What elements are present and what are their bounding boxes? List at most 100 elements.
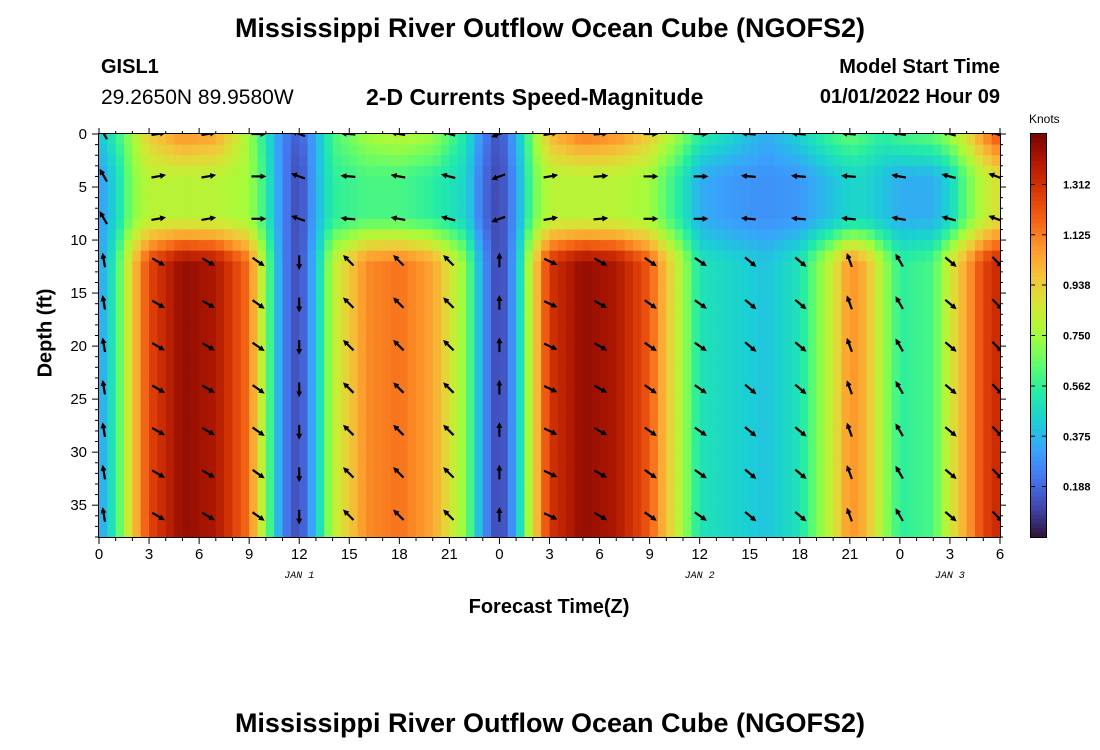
heatmap-cell [916, 441, 926, 453]
heatmap-cell [357, 155, 367, 167]
heatmap-cell [541, 526, 551, 537]
heatmap-cell [966, 240, 976, 252]
heatmap-cell [716, 176, 726, 188]
heatmap-cell [799, 494, 809, 506]
heatmap-cell [199, 314, 209, 326]
heatmap-cell [758, 314, 767, 326]
heatmap-cell [474, 441, 484, 453]
heatmap-cell [307, 155, 317, 167]
heatmap-cell [365, 155, 375, 167]
heatmap-cell [549, 483, 559, 496]
heatmap-cell [833, 176, 843, 188]
heatmap-cell [382, 462, 392, 474]
heatmap-cell [566, 494, 576, 506]
heatmap-cell [524, 314, 534, 326]
heatmap-cell [624, 165, 634, 178]
heatmap-cell [916, 452, 926, 464]
heatmap-cell [691, 229, 701, 241]
heatmap-cell [741, 452, 751, 464]
heatmap-cell [382, 430, 392, 443]
heatmap-cell [165, 430, 175, 443]
heatmap-cell [474, 346, 484, 358]
heatmap-cell [549, 356, 559, 368]
heatmap-cell [641, 324, 651, 337]
heatmap-cell [591, 324, 601, 337]
heatmap-cell [282, 388, 292, 400]
heatmap-cell [924, 261, 934, 273]
heatmap-cell [941, 441, 951, 453]
heatmap-cell [749, 314, 759, 326]
heatmap-cell [774, 261, 784, 273]
heatmap-cell [491, 409, 501, 421]
heatmap-cell [407, 197, 417, 209]
heatmap-cell [716, 346, 726, 358]
heatmap-cell [282, 303, 292, 315]
heatmap-cell [207, 218, 217, 231]
heatmap-cell [799, 176, 809, 188]
heatmap-cell [340, 282, 350, 294]
heatmap-cell [974, 377, 984, 390]
heatmap-cell [749, 155, 759, 167]
heatmap-cell [941, 335, 951, 347]
heatmap-cell [432, 261, 442, 273]
heatmap-cell [833, 293, 843, 305]
heatmap-cell [182, 388, 192, 400]
heatmap-cell [174, 335, 184, 347]
heatmap-cell [124, 187, 133, 199]
heatmap-cell [165, 335, 175, 347]
heatmap-cell [165, 176, 175, 188]
heatmap-cell [174, 420, 184, 432]
current-vector-arrow [151, 299, 166, 309]
heatmap-cell [265, 483, 275, 496]
heatmap-cell [207, 303, 217, 315]
heatmap-cell [649, 441, 659, 453]
heatmap-cell [983, 452, 993, 464]
heatmap-cell [457, 176, 467, 188]
heatmap-cell [924, 155, 934, 167]
heatmap-cell [499, 430, 509, 443]
heatmap-cell [524, 526, 534, 537]
heatmap-cell [566, 335, 576, 347]
heatmap-cell [441, 134, 450, 146]
heatmap-cell [249, 462, 259, 474]
heatmap-cell [332, 356, 342, 368]
heatmap-cell [657, 144, 667, 156]
heatmap-cell [432, 335, 442, 347]
heatmap-cell [799, 208, 809, 220]
heatmap-cell [257, 176, 267, 188]
heatmap-cell [616, 377, 626, 390]
heatmap-cell [207, 293, 217, 305]
heatmap-cell [741, 430, 751, 443]
heatmap-cell [374, 155, 384, 167]
heatmap-cell [799, 165, 809, 178]
heatmap-cell [833, 430, 843, 443]
heatmap-cell [274, 462, 284, 474]
heatmap-cell [290, 282, 300, 294]
heatmap-cell [332, 462, 342, 474]
heatmap-cell [274, 165, 284, 178]
current-vector-arrow [251, 511, 265, 521]
current-vector-arrow [694, 384, 707, 394]
heatmap-cell [983, 377, 993, 390]
heatmap-cell [933, 526, 943, 537]
current-vector-arrow [895, 508, 904, 522]
heatmap-cell [290, 420, 300, 432]
heatmap-cell [799, 134, 809, 146]
heatmap-cell [324, 483, 334, 496]
heatmap-cell [390, 271, 400, 284]
colorbar-swatch [1031, 250, 1046, 256]
x-tick-label: 0 [896, 546, 904, 563]
heatmap-cell [424, 250, 434, 262]
heatmap-cell [140, 388, 150, 400]
current-vector-arrow [543, 300, 558, 308]
heatmap-cell [507, 409, 517, 421]
heatmap-cell [824, 208, 834, 220]
heatmap-cell [107, 176, 117, 188]
heatmap-cell [224, 144, 234, 156]
current-vector-arrow [593, 173, 609, 180]
heatmap-cell [858, 293, 868, 305]
heatmap-cell [149, 293, 158, 305]
heatmap-cell [591, 483, 601, 496]
heatmap-cell [357, 356, 367, 368]
heatmap-cell [349, 505, 359, 517]
